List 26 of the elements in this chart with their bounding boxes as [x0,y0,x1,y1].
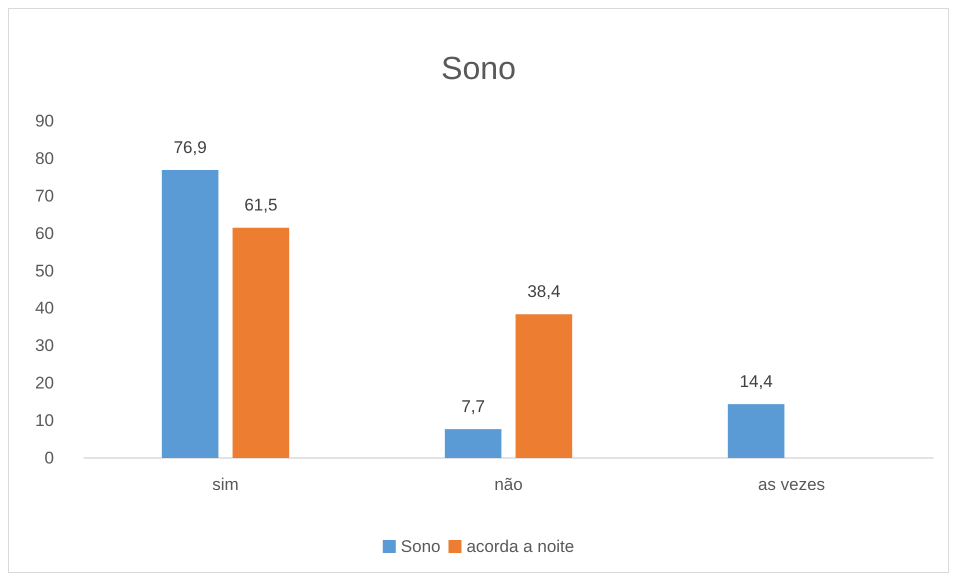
x-tick-label: sim [212,475,239,494]
legend-label: acorda a noite [466,537,574,556]
y-tick-label: 40 [35,298,54,318]
data-label: 14,4 [740,372,773,392]
data-label: 38,4 [527,282,560,302]
y-tick-label: 10 [35,411,54,430]
y-tick-label: 70 [35,186,54,206]
y-tick-label: 90 [35,112,54,130]
y-tick-label: 80 [35,148,54,168]
y-tick-label: 30 [35,336,54,356]
legend-label: Sono [400,537,440,556]
data-label: 76,9 [174,138,207,158]
chart-title: Sono [441,50,516,86]
y-tick-label: 60 [35,224,54,243]
data-label: 7,7 [461,397,485,416]
bar [232,228,290,458]
bar [162,170,218,458]
bar [444,429,502,458]
y-tick-label: 50 [35,261,54,280]
x-tick-label: não [494,475,523,494]
y-tick-label: 20 [35,374,54,393]
y-tick-label: 0 [44,448,54,468]
bar [516,314,572,458]
x-tick-label: as vezes [758,475,826,494]
bar [728,404,784,458]
data-label: 61,5 [244,196,278,215]
